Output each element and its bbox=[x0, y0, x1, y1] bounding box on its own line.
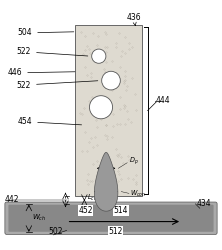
Text: $D_p$: $D_p$ bbox=[129, 156, 139, 168]
Text: 522: 522 bbox=[17, 80, 98, 90]
Text: 504: 504 bbox=[18, 28, 74, 37]
Text: 446: 446 bbox=[8, 68, 75, 77]
Circle shape bbox=[89, 96, 113, 119]
Circle shape bbox=[102, 71, 120, 90]
Polygon shape bbox=[94, 152, 118, 211]
Text: 514: 514 bbox=[114, 206, 128, 215]
Text: 434: 434 bbox=[196, 199, 211, 208]
Bar bbox=[82, 32, 135, 132]
Bar bbox=[75, 25, 142, 196]
Text: $W_{con}$: $W_{con}$ bbox=[130, 189, 146, 199]
Circle shape bbox=[92, 49, 106, 63]
Text: 444: 444 bbox=[156, 96, 171, 105]
FancyBboxPatch shape bbox=[8, 205, 214, 232]
Text: 512: 512 bbox=[108, 227, 123, 236]
Text: 442: 442 bbox=[4, 196, 19, 204]
Text: 452: 452 bbox=[78, 206, 93, 215]
Text: $L_{con}$: $L_{con}$ bbox=[87, 193, 100, 203]
Text: $W_{ch}$: $W_{ch}$ bbox=[32, 213, 47, 223]
Text: 502: 502 bbox=[49, 226, 63, 235]
FancyBboxPatch shape bbox=[5, 202, 217, 234]
Text: 436: 436 bbox=[127, 14, 141, 26]
Text: 454: 454 bbox=[18, 117, 82, 126]
Text: 522: 522 bbox=[17, 47, 88, 56]
